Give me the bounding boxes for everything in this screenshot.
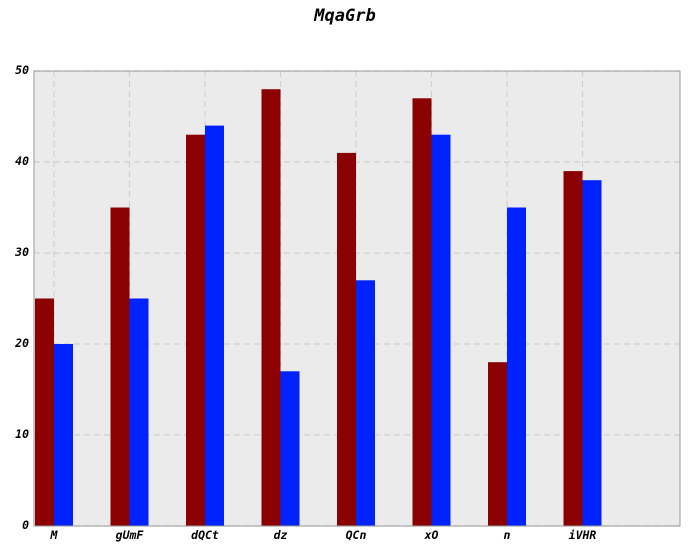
bar	[488, 362, 507, 526]
bar	[431, 134, 451, 526]
bar	[563, 171, 583, 526]
bar	[205, 125, 224, 526]
bar	[261, 89, 281, 526]
bar	[356, 280, 375, 526]
x-tick-label: dz	[274, 528, 288, 542]
y-tick-label: 40	[15, 154, 29, 168]
x-tick-label: n	[504, 528, 511, 542]
bar	[582, 180, 602, 526]
x-tick-label: M	[50, 528, 59, 542]
y-tick-label: 30	[14, 245, 29, 259]
bars	[35, 89, 602, 527]
x-tick-label: iVHR	[569, 528, 597, 542]
bar	[129, 298, 149, 526]
bar	[412, 98, 432, 527]
y-tick-label: 20	[14, 336, 29, 350]
x-tick-label: xO	[424, 528, 439, 542]
y-axis-ticks: 0 10 20 30 40 50	[14, 63, 29, 532]
bar	[110, 207, 130, 526]
y-tick-label: 50	[15, 63, 29, 77]
chart-title: MqaGrb	[314, 6, 376, 26]
bar	[35, 298, 54, 526]
y-tick-label: 0	[22, 518, 29, 532]
bar	[186, 134, 205, 526]
bar	[54, 344, 73, 526]
x-tick-label: gUmF	[116, 528, 145, 542]
x-tick-label: dQCt	[191, 528, 219, 542]
x-tick-label: QCn	[346, 528, 367, 542]
bar	[507, 207, 526, 526]
y-tick-label: 10	[15, 427, 29, 441]
plot-frame	[33, 70, 681, 527]
bar	[280, 371, 300, 526]
bar	[337, 152, 356, 526]
